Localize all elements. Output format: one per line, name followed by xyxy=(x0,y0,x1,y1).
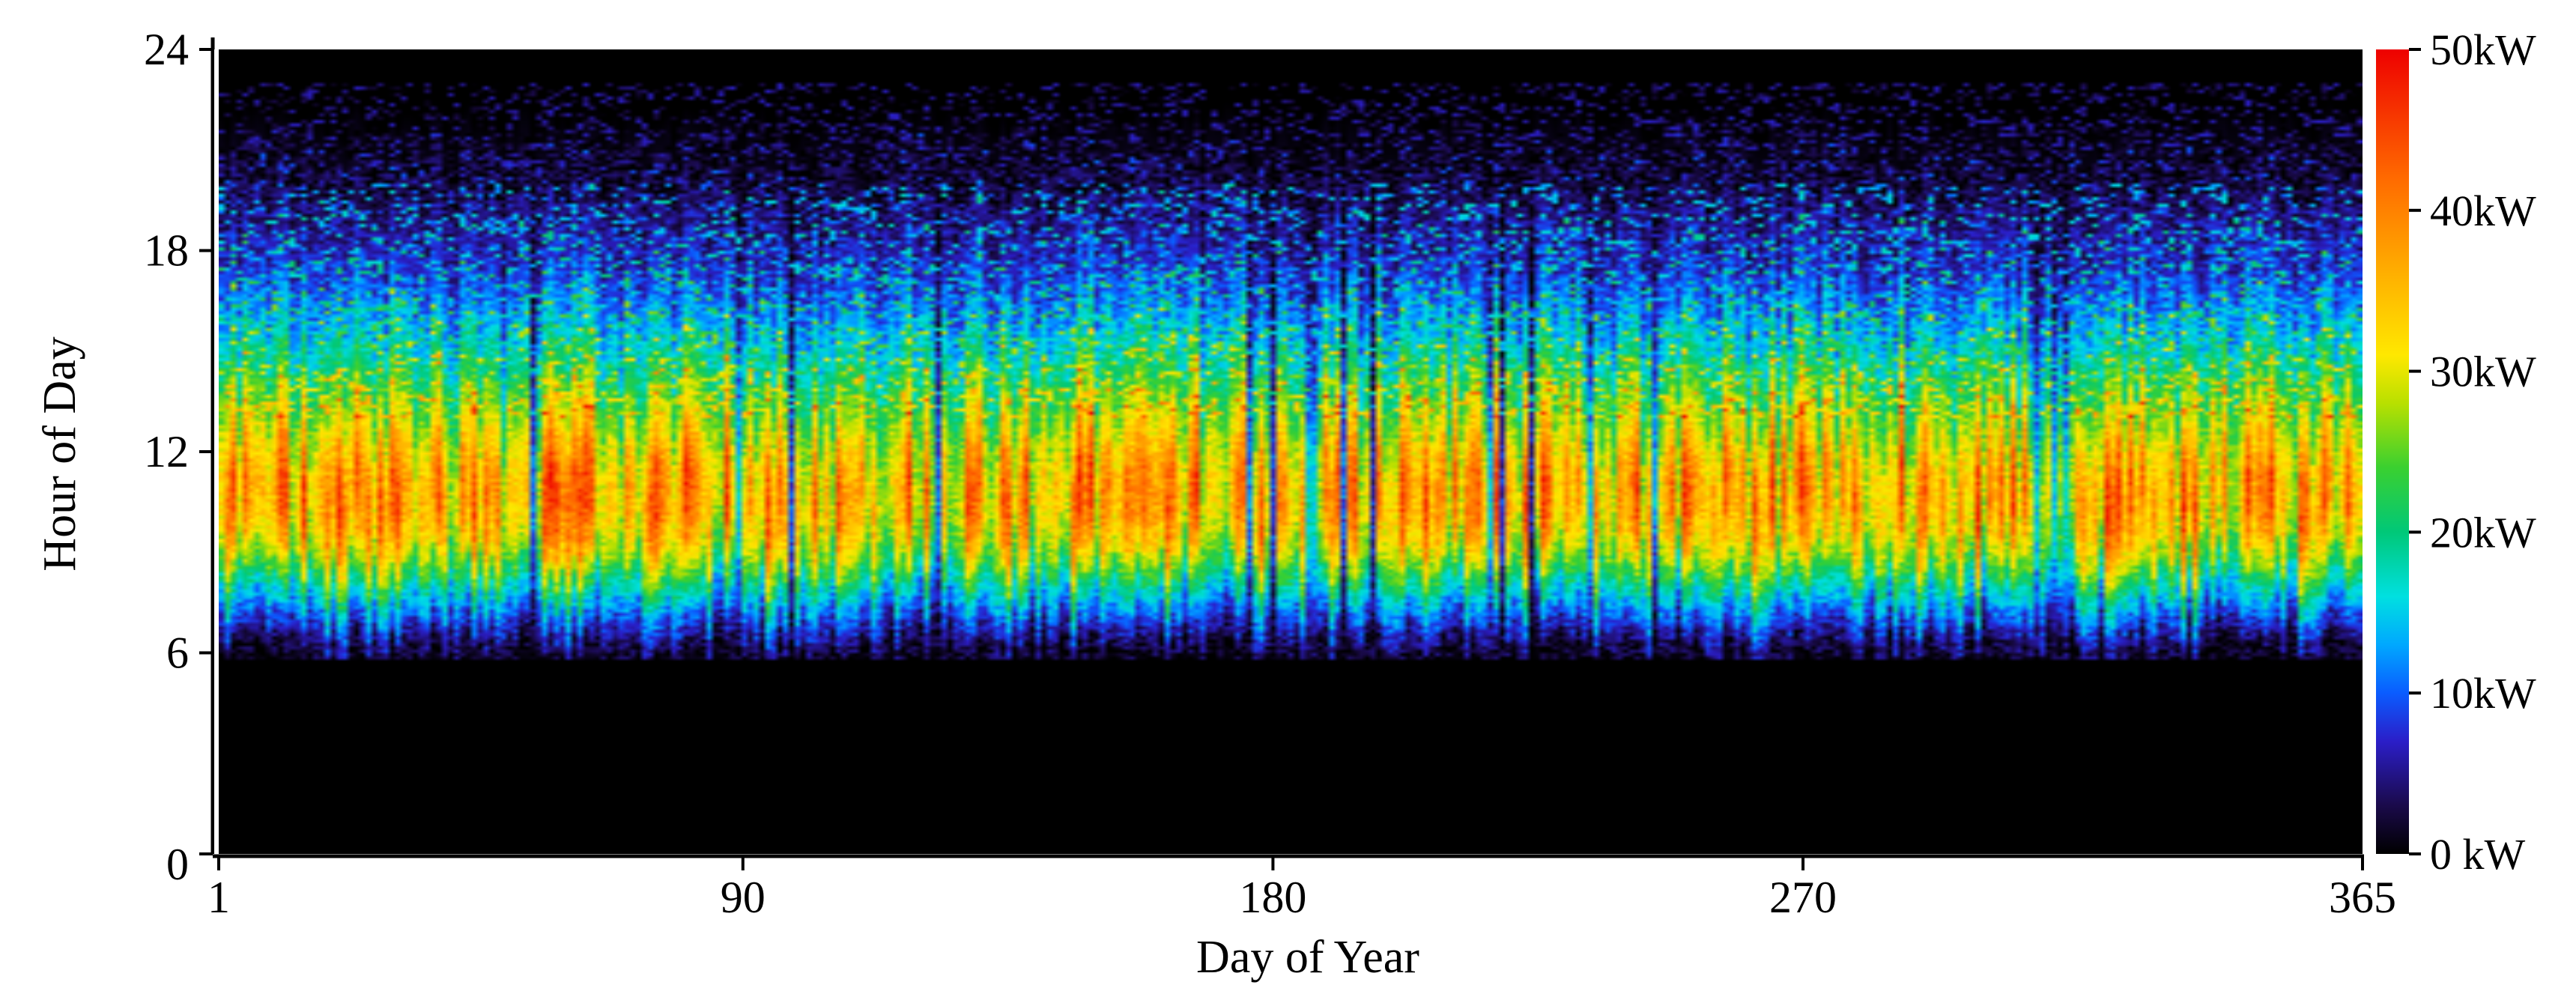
y-tick-label: 6 xyxy=(166,628,189,678)
y-tick-label: 18 xyxy=(144,226,189,276)
x-tick-label: 1 xyxy=(207,873,230,922)
colorbar-ticks: 0 kW 10kW 20kW 30kW 40kW 50kW xyxy=(2409,25,2536,879)
x-axis-ticks: 1 90 180 270 365 xyxy=(207,856,2396,922)
y-tick-label: 0 xyxy=(166,840,189,889)
colorbar-tick-label: 40kW xyxy=(2430,187,2536,235)
y-axis-title: Hour of Day xyxy=(34,336,85,571)
heatmap-image xyxy=(219,49,2363,854)
x-tick-label: 270 xyxy=(1769,873,1837,922)
x-tick-label: 90 xyxy=(721,873,766,922)
colorbar-tick-label: 20kW xyxy=(2430,508,2536,557)
y-tick-label: 24 xyxy=(144,25,189,74)
x-tick-label: 180 xyxy=(1239,873,1306,922)
colorbar-tick-label: 10kW xyxy=(2430,669,2536,718)
x-tick-label: 365 xyxy=(2329,873,2396,922)
colorbar xyxy=(2376,49,2409,854)
y-tick-label: 12 xyxy=(144,427,189,476)
colorbar-tick-label: 0 kW xyxy=(2430,830,2526,879)
colorbar-tick-label: 50kW xyxy=(2430,25,2536,74)
x-axis-title: Day of Year xyxy=(1196,932,1419,983)
colorbar-tick-label: 30kW xyxy=(2430,348,2536,396)
y-axis-ticks: 0 6 12 18 24 xyxy=(144,25,213,889)
